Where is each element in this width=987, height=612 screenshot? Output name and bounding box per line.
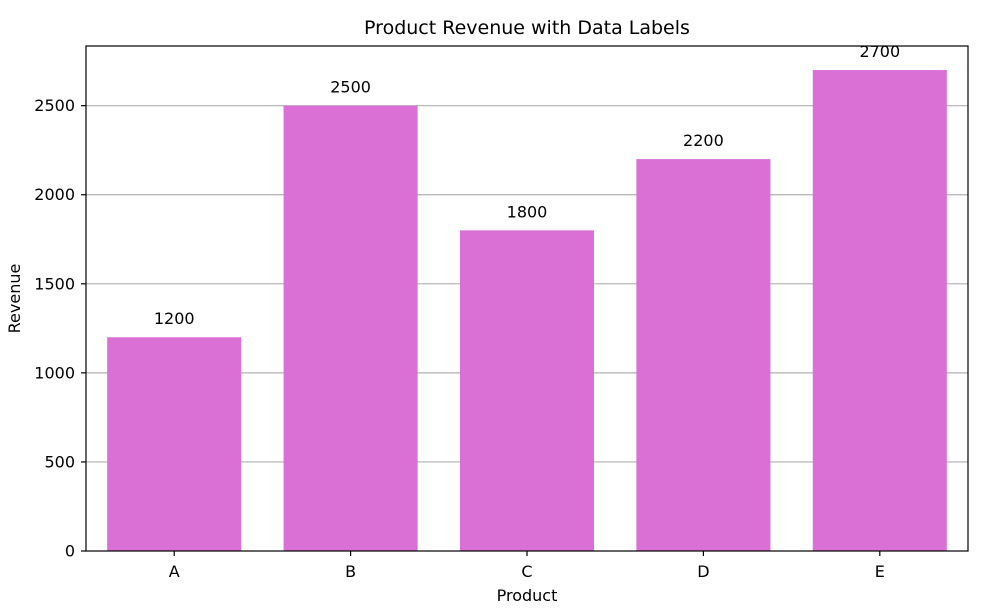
y-tick-label: 0 <box>65 542 75 561</box>
x-tick-label: C <box>521 562 532 581</box>
y-axis-label: Revenue <box>5 264 24 334</box>
bar <box>459 230 595 551</box>
x-axis-ticks: A B C D E <box>169 551 885 581</box>
x-tick-label: D <box>697 562 709 581</box>
bars <box>107 70 947 552</box>
data-label: 2700 <box>859 42 900 61</box>
y-tick-label: 2500 <box>34 96 75 115</box>
x-axis-label: Product <box>497 586 558 605</box>
chart-title: Product Revenue with Data Labels <box>364 17 690 39</box>
data-label: 1200 <box>154 309 195 328</box>
y-tick-label: 500 <box>44 452 75 471</box>
y-tick-label: 2000 <box>34 185 75 204</box>
x-tick-label: A <box>169 562 180 581</box>
data-label: 1800 <box>507 202 548 221</box>
x-tick-label: B <box>345 562 356 581</box>
y-axis-ticks: 0 500 1000 1500 2000 2500 <box>34 96 86 561</box>
y-tick-label: 1500 <box>34 274 75 293</box>
data-label: 2500 <box>330 78 371 97</box>
bar <box>107 337 242 551</box>
bar <box>812 70 947 552</box>
bar <box>283 105 418 552</box>
x-tick-label: E <box>875 562 885 581</box>
data-labels: 1200 2500 1800 2200 2700 <box>154 42 900 328</box>
bar <box>636 159 771 552</box>
data-label: 2200 <box>683 131 724 150</box>
y-tick-label: 1000 <box>34 363 75 382</box>
